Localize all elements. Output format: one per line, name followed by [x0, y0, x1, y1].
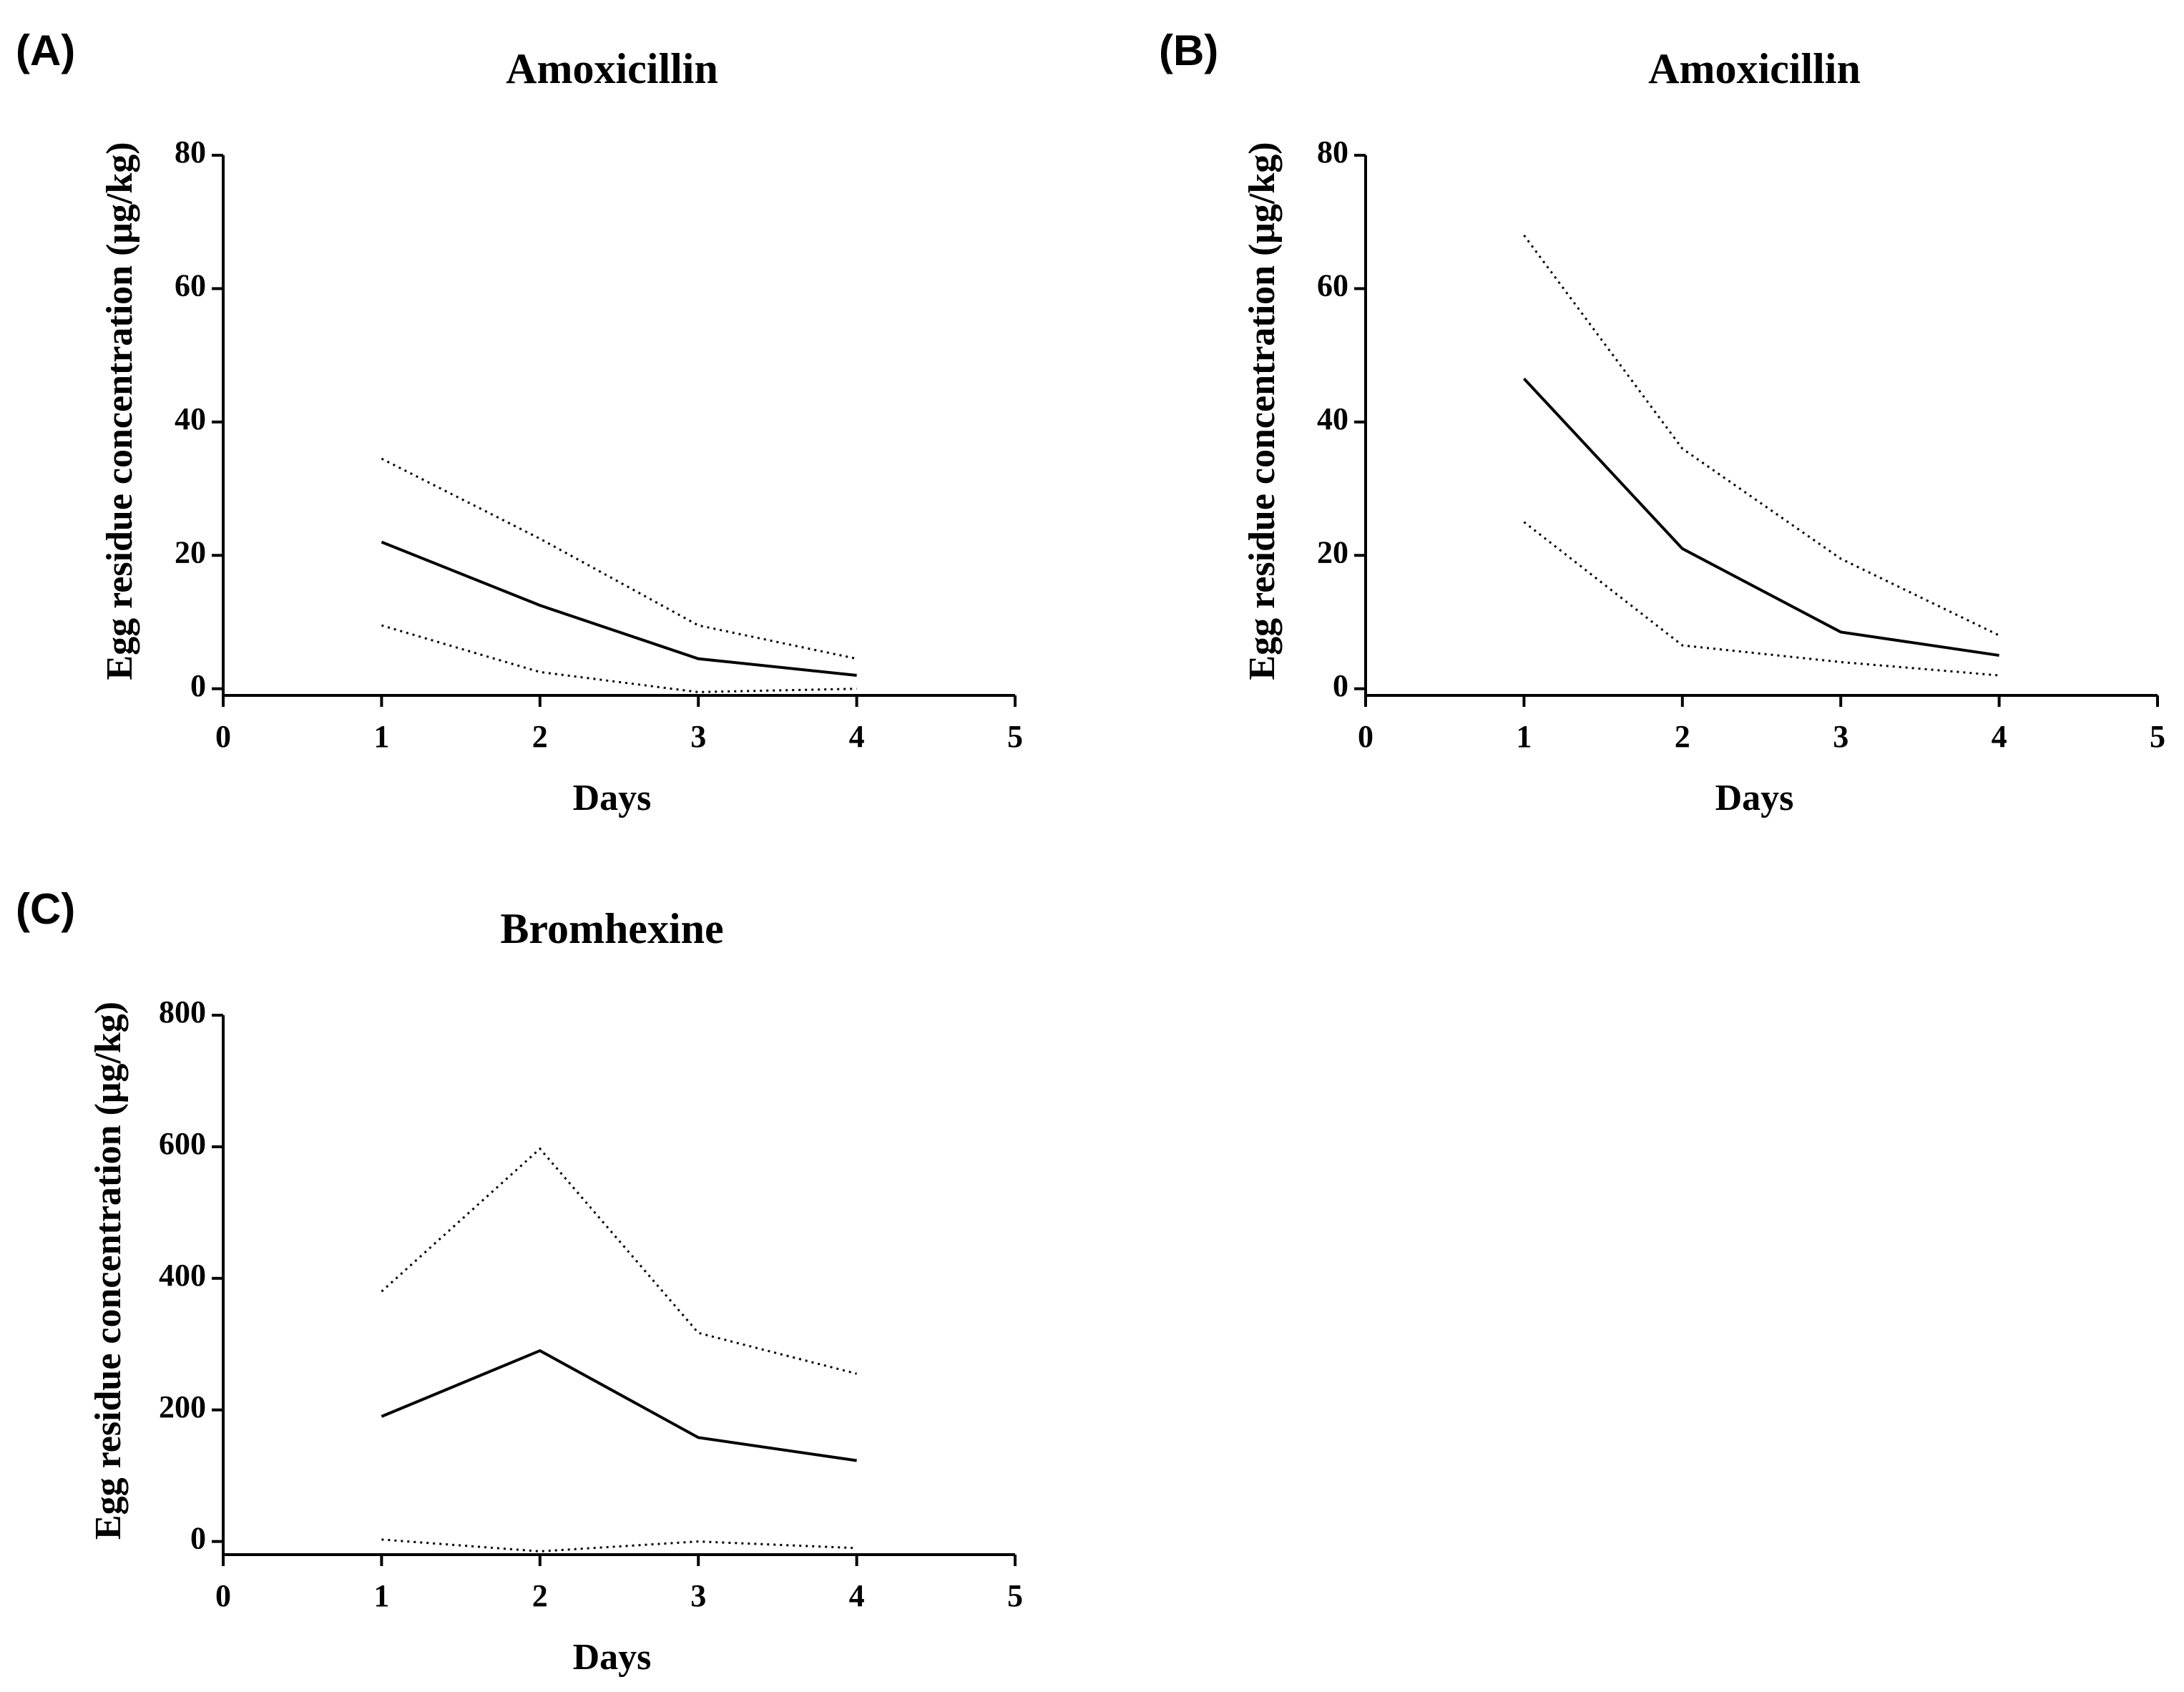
x-tick-label: 4 [849, 1578, 865, 1613]
chart-title: Amoxicillin [1648, 45, 1861, 92]
series-line [1522, 377, 1999, 657]
x-tick-label: 1 [373, 1578, 389, 1613]
x-tick-label: 1 [373, 719, 389, 754]
x-tick-label: 3 [690, 1578, 706, 1613]
y-tick-label: 200 [159, 1389, 206, 1424]
x-axis-label: Days [1715, 778, 1794, 818]
x-tick-label: 3 [690, 719, 706, 754]
y-tick-label: 800 [159, 994, 206, 1030]
series-line [1523, 234, 2000, 637]
y-axis-label: Egg residue concentration (μg/kg) [99, 142, 140, 680]
series-line [381, 540, 857, 678]
y-tick-label: 40 [175, 401, 206, 436]
y-axis-label: Egg residue concentration (μg/kg) [88, 1002, 129, 1540]
x-axis-label: Days [573, 1637, 652, 1678]
y-tick-label: 20 [1317, 534, 1348, 569]
series-line [1523, 521, 1999, 677]
chart-title: Amoxicillin [506, 45, 718, 92]
x-axis-label: Days [573, 778, 652, 818]
x-tick-label: 5 [2150, 719, 2165, 754]
x-tick-label: 3 [1833, 719, 1848, 754]
x-tick-label: 0 [215, 719, 231, 754]
series-line [381, 457, 857, 660]
x-tick-label: 2 [532, 719, 548, 754]
y-tick-label: 60 [1317, 268, 1348, 303]
y-tick-label: 80 [175, 135, 206, 170]
series-line [381, 1147, 857, 1375]
x-tick-label: 2 [532, 1578, 548, 1613]
x-tick-label: 5 [1007, 719, 1023, 754]
y-tick-label: 60 [175, 268, 206, 303]
x-tick-label: 1 [1516, 719, 1532, 754]
y-tick-label: 600 [159, 1126, 206, 1161]
x-tick-label: 4 [849, 719, 865, 754]
x-tick-label: 0 [1358, 719, 1373, 754]
y-tick-label: 0 [1333, 668, 1348, 703]
panel-label: (C) [16, 885, 75, 933]
y-tick-label: 0 [190, 1521, 206, 1556]
series-line [381, 624, 857, 693]
y-tick-label: 40 [1317, 401, 1348, 436]
y-tick-label: 0 [190, 668, 206, 703]
series-line [381, 1538, 857, 1552]
x-tick-label: 5 [1007, 1578, 1023, 1613]
x-tick-label: 0 [215, 1578, 231, 1613]
chart-title: Bromhexine [500, 905, 723, 952]
y-axis-label: Egg residue concentration (μg/kg) [1242, 142, 1283, 680]
x-tick-label: 2 [1675, 719, 1690, 754]
series-line [381, 1349, 857, 1462]
y-tick-label: 20 [175, 534, 206, 569]
y-tick-label: 80 [1317, 135, 1348, 170]
x-tick-label: 4 [1992, 719, 2007, 754]
y-tick-label: 400 [159, 1258, 206, 1293]
panel-label: (A) [16, 26, 75, 74]
panel-label: (B) [1159, 26, 1218, 74]
